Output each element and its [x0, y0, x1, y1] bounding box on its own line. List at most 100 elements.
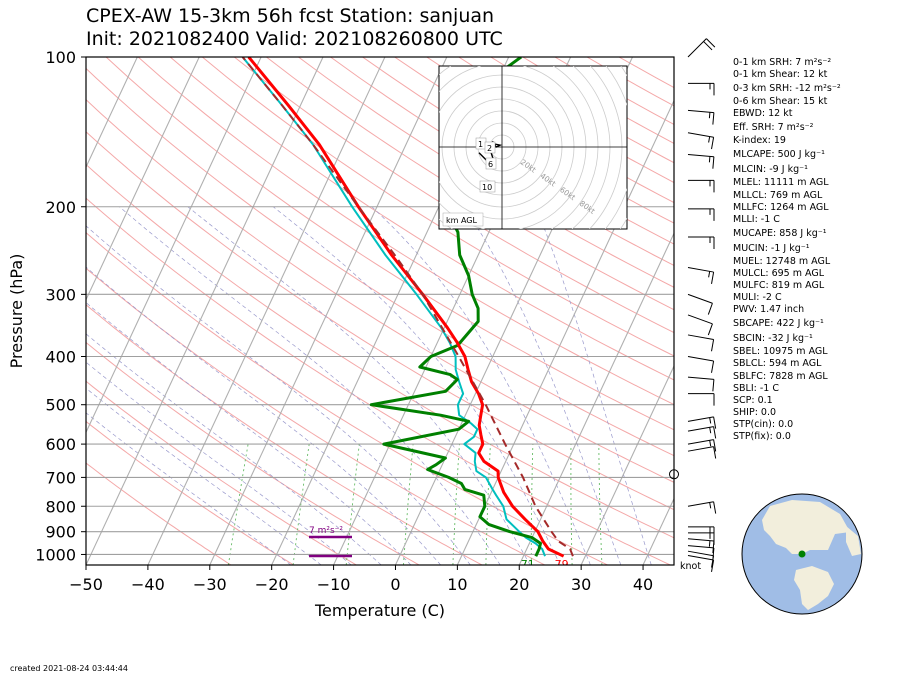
parameter-line: MUCAPE: 858 J kg⁻¹	[733, 227, 827, 239]
chart-title-line2: Init: 2021082400 Valid: 202108260800 UTC	[86, 28, 503, 50]
created-timestamp: created 2021-08-24 03:44:44	[10, 664, 128, 673]
wind-barb-half-flag	[708, 271, 711, 278]
parameter-line: 0-6 km Shear: 15 kt	[733, 96, 828, 108]
wind-barb	[688, 82, 715, 96]
wind-barb	[687, 38, 716, 58]
parameter-line: EBWD: 12 kt	[733, 108, 793, 120]
mixing-ratio-line	[570, 444, 573, 565]
parameter-line: 0-1 km SRH: 7 m²s⁻²	[733, 57, 832, 68]
wind-barb-half-flag	[709, 417, 712, 424]
parameter-line: Eff. SRH: 7 m²s⁻²	[733, 122, 814, 134]
y-tick-label: 700	[45, 468, 76, 487]
wind-barb-flag	[712, 541, 715, 554]
parameter-line: MUCIN: -1 J kg⁻¹	[733, 242, 810, 254]
moist-adiabat	[463, 206, 622, 565]
dry-adiabat	[86, 131, 674, 511]
wind-barb-flag	[706, 38, 716, 48]
x-tick-label: −20	[255, 575, 289, 594]
wind-barb-half-flag	[709, 502, 712, 509]
parameter-line: MLLFC: 1264 m AGL	[733, 201, 829, 213]
parameter-line: MLLI: -1 C	[733, 213, 780, 225]
parameter-line: SCP: 0.1	[733, 394, 773, 406]
hodograph-level-label: 2	[487, 144, 492, 153]
parameter-line: MLEL: 11111 m AGL	[733, 177, 829, 189]
dry-adiabat	[233, 57, 674, 334]
wind-barb-flag	[713, 439, 717, 452]
parameter-line: MUEL: 12748 m AGL	[733, 255, 831, 267]
wind-barb-half-flag	[708, 136, 711, 143]
hodograph-level-box	[484, 141, 496, 154]
wind-barb	[687, 416, 717, 429]
y-tick-label: 100	[45, 48, 76, 67]
y-tick-label: 1000	[35, 545, 76, 564]
wind-barb-half-flag	[708, 112, 711, 119]
moist-adiabat	[535, 206, 652, 565]
wind-barb-flag	[707, 323, 713, 336]
parcel-profile-line	[241, 57, 574, 557]
parameter-line: MULFC: 819 m AGL	[733, 280, 825, 292]
wind-barb	[687, 314, 713, 336]
mixing-ratio-line	[403, 444, 414, 565]
parameter-line: SBLCL: 594 m AGL	[733, 358, 822, 370]
parameter-line: 0-1 km Shear: 12 kt	[733, 69, 828, 81]
wind-barb	[688, 208, 715, 221]
wind-barb-flag	[707, 303, 713, 315]
isotherm	[209, 57, 448, 565]
wind-barb-staff	[687, 109, 714, 114]
y-tick-label: 400	[45, 348, 76, 367]
wind-barb-flag	[712, 379, 715, 392]
dry-adiabat	[201, 57, 674, 357]
isotherm	[147, 57, 386, 565]
wetbulb-profile-line	[241, 57, 546, 557]
hodograph-level-label: 10	[482, 183, 492, 192]
x-tick-label: −50	[69, 575, 103, 594]
wind-barb	[687, 356, 715, 373]
wind-barb-staff	[687, 356, 714, 362]
wind-barb-staff	[687, 545, 714, 549]
dry-adiabat	[330, 57, 674, 266]
dry-adiabat	[298, 57, 674, 288]
wind-barb	[687, 426, 717, 439]
wind-barb	[687, 501, 717, 514]
wind-barb-half-flag	[708, 540, 711, 547]
parameter-line: SBLFC: 7828 m AGL	[733, 370, 828, 382]
wind-barb	[688, 393, 715, 406]
parameter-line: PWV: 1.47 inch	[733, 304, 805, 316]
globe-land-north-america	[762, 500, 850, 554]
wind-barb-staff	[687, 334, 714, 340]
x-axis-label: Temperature (C)	[314, 601, 445, 620]
wind-barb-flag	[711, 137, 715, 150]
x-tick-label: 10	[447, 575, 467, 594]
wind-barb-flag	[713, 416, 717, 429]
dry-adiabat	[86, 67, 674, 457]
wind-barb-staff	[687, 550, 714, 557]
station-marker	[798, 550, 806, 558]
moist-adiabat	[86, 387, 322, 565]
wind-barb	[687, 439, 717, 452]
isotherm	[580, 364, 674, 565]
parameter-line: 0-3 km SRH: -12 m²s⁻²	[733, 83, 841, 95]
mixing-ratio-line	[485, 444, 491, 565]
dry-adiabat	[86, 163, 674, 539]
srh-annotation-label: 7 m²s⁻²	[309, 526, 343, 536]
parameter-line: STP(fix): 0.0	[733, 430, 791, 442]
wind-barb-staff	[687, 314, 713, 325]
mixing-ratio-line	[345, 444, 360, 565]
dry-adiabat	[137, 57, 674, 406]
wind-barb	[688, 236, 715, 249]
wind-barb	[687, 293, 713, 315]
wind-barb-half-flag	[708, 156, 711, 163]
globe-land-south-america	[794, 566, 834, 610]
wind-barb	[687, 153, 715, 169]
dry-adiabat	[266, 57, 674, 311]
dry-adiabat	[86, 420, 294, 565]
wind-barb-staff	[687, 376, 714, 380]
wind-barb-flag	[713, 426, 717, 439]
x-tick-label: 40	[633, 575, 653, 594]
hodograph-units-label: km AGL	[446, 216, 478, 225]
dry-adiabat	[86, 304, 483, 565]
moist-adiabat	[86, 361, 352, 565]
isotherm	[86, 57, 324, 565]
mixing-ratio-line	[452, 444, 460, 565]
x-tick-label: −10	[317, 575, 351, 594]
